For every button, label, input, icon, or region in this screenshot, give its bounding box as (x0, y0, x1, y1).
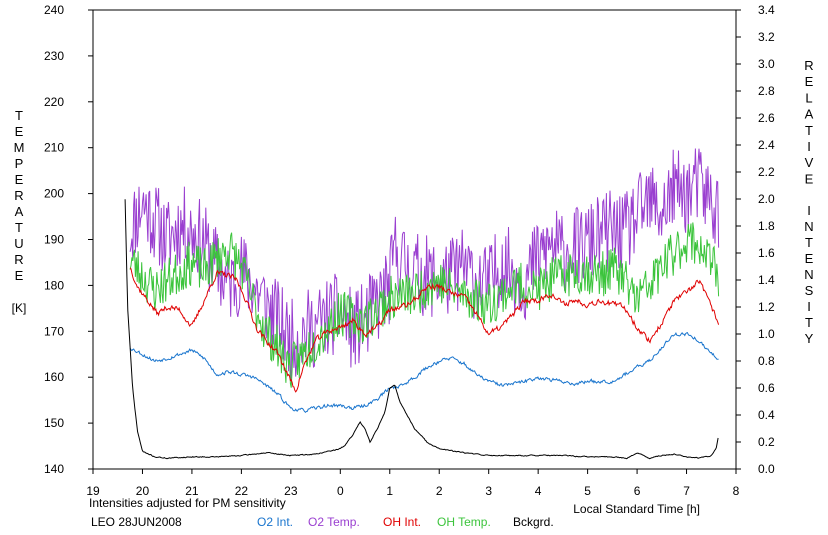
right-axis-title-letter: Y (805, 331, 814, 346)
right-tick-label: 0.0 (758, 462, 775, 476)
right-tick-label: 1.6 (758, 246, 775, 260)
right-axis-title-letter: V (805, 155, 814, 170)
series-line-oh-int (129, 267, 720, 393)
x-tick-label: 20 (136, 484, 150, 498)
x-tick-label: 21 (185, 484, 199, 498)
legend-item-oh-temp: OH Temp. (437, 515, 491, 529)
legend-item-o2-temp: O2 Temp. (308, 515, 360, 529)
right-tick-label: 0.8 (758, 354, 775, 368)
right-tick-label: 1.2 (758, 300, 775, 314)
right-tick-label: 1.0 (758, 327, 775, 341)
left-tick-label: 230 (44, 49, 64, 63)
left-tick-label: 220 (44, 95, 64, 109)
left-tick-label: 180 (44, 278, 64, 292)
right-axis-title-letter: I (807, 139, 811, 154)
left-axis-title-letter: E (15, 172, 24, 187)
x-tick-label: 3 (485, 484, 492, 498)
right-axis-title-letter: N (804, 267, 813, 282)
legend-item-bckgrd: Bckgrd. (513, 515, 554, 529)
series-line-bckgrd (124, 199, 719, 460)
right-tick-label: 3.4 (758, 3, 775, 17)
right-tick-label: 2.6 (758, 111, 775, 125)
right-axis-title-letter: L (805, 90, 812, 105)
series-line-o2-temp (129, 148, 720, 381)
left-axis-title-letter: A (15, 204, 24, 219)
right-tick-label: 1.4 (758, 273, 775, 287)
right-tick-label: 2.2 (758, 165, 775, 179)
x-tick-label: 0 (337, 484, 344, 498)
x-tick-label: 6 (634, 484, 641, 498)
x-tick-label: 19 (86, 484, 100, 498)
left-axis-title-letter: P (15, 156, 24, 171)
right-tick-label: 3.0 (758, 57, 775, 71)
left-axis-title-letter: M (14, 140, 25, 155)
x-tick-label: 22 (235, 484, 249, 498)
right-tick-label: 2.8 (758, 84, 775, 98)
left-tick-label: 240 (44, 3, 64, 17)
right-axis-title-letter: E (805, 74, 814, 89)
left-axis-unit: [K] (12, 301, 27, 315)
left-tick-label: 210 (44, 141, 64, 155)
right-axis-title-letter: I (807, 203, 811, 218)
right-axis-title-letter: I (807, 299, 811, 314)
legend-item-o2-int: O2 Int. (257, 515, 293, 529)
legend: O2 Int. O2 Temp. OH Int. OH Temp. Bckgrd. (257, 515, 554, 529)
left-tick-label: 170 (44, 324, 64, 338)
right-axis-title-letter: S (805, 283, 814, 298)
x-tick-label: 7 (683, 484, 690, 498)
right-axis-title-letter: E (805, 251, 814, 266)
series-line-oh-temp (129, 222, 720, 388)
right-axis-title-letter: N (804, 219, 813, 234)
left-tick-label: 190 (44, 233, 64, 247)
right-axis-title-letter: T (805, 123, 813, 138)
right-axis-title-letter: A (805, 107, 814, 122)
left-axis-title-letter: E (15, 124, 24, 139)
x-tick-label: 23 (284, 484, 298, 498)
right-tick-label: 1.8 (758, 219, 775, 233)
right-axis-title-letter: R (804, 58, 813, 73)
left-tick-label: 150 (44, 416, 64, 430)
x-tick-label: 1 (386, 484, 393, 498)
x-axis-ticks: 19 20 21 22 23 0 1 2 3 4 5 6 7 8 (86, 469, 740, 498)
x-tick-label: 8 (733, 484, 740, 498)
series-line-o2-int (129, 331, 719, 413)
left-tick-label: 140 (44, 462, 64, 476)
left-axis-title-letter: E (15, 268, 24, 283)
left-axis-title-letter: T (15, 220, 23, 235)
x-tick-label: 4 (535, 484, 542, 498)
right-tick-label: 0.6 (758, 381, 775, 395)
left-tick-label: 200 (44, 187, 64, 201)
left-tick-label: 160 (44, 370, 64, 384)
x-tick-label: 2 (436, 484, 443, 498)
left-axis-title-letter: R (14, 252, 23, 267)
right-axis-title-letter: T (805, 315, 813, 330)
x-tick-label: 5 (584, 484, 591, 498)
right-tick-label: 2.4 (758, 138, 775, 152)
left-axis-title-letter: T (15, 108, 23, 123)
left-axis-title-letter: U (14, 236, 23, 251)
right-axis-ticks: 0.0 0.2 0.4 0.6 0.8 1.0 1.2 1.4 1.6 1.8 2.0 2.2 2.4 2… (736, 3, 775, 476)
x-axis-label: Local Standard Time [h] (573, 502, 700, 516)
left-axis-title-letter: R (14, 188, 23, 203)
right-tick-label: 0.4 (758, 408, 775, 422)
right-axis-title-letter: T (805, 235, 813, 250)
right-tick-label: 3.2 (758, 30, 775, 44)
right-tick-label: 0.2 (758, 435, 775, 449)
right-axis-title-letter: E (805, 171, 814, 186)
legend-item-oh-int: OH Int. (383, 515, 421, 529)
sensitivity-note: Intensities adjusted for PM sensitivity (89, 496, 286, 510)
left-axis-ticks: 140 150 160 170 180 190 200 210 220 230 240 (44, 3, 93, 476)
right-tick-label: 2.0 (758, 192, 775, 206)
series-layer (124, 148, 720, 460)
station-date: LEO 28JUN2008 (91, 515, 182, 529)
